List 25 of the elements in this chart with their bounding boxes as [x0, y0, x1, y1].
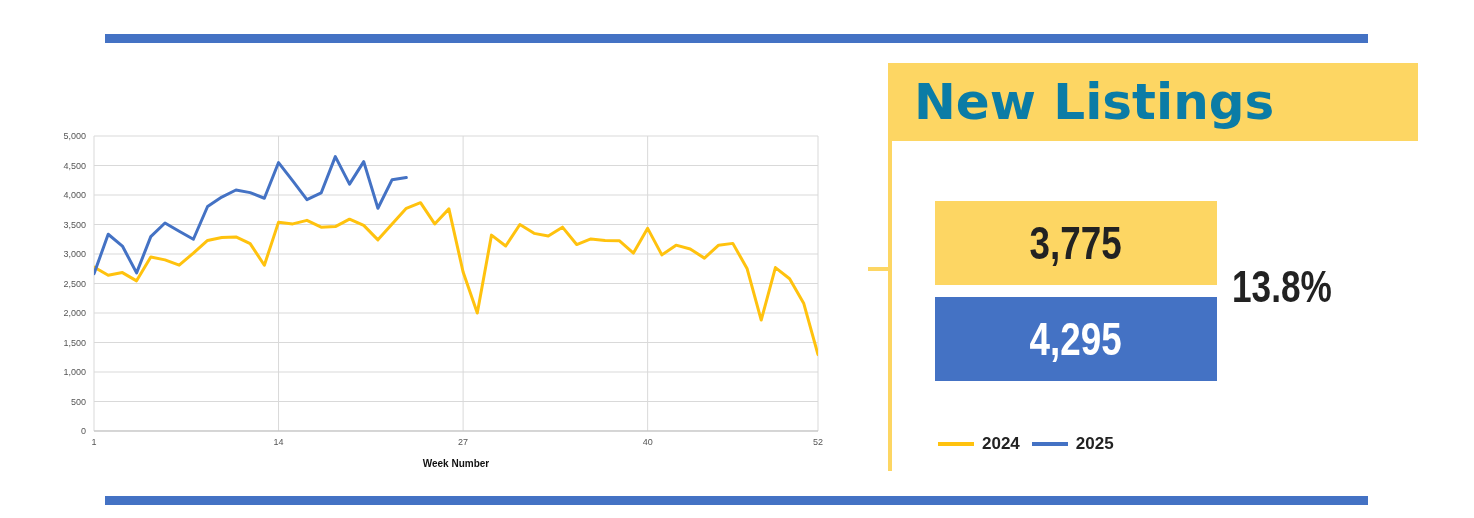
y-tick-label: 1,500 [63, 337, 86, 348]
y-tick-label: 0 [80, 426, 86, 437]
x-tick-label: 40 [642, 437, 653, 448]
text: 3,775 [1029, 216, 1123, 270]
y-tick-label: 2,500 [63, 278, 86, 289]
text: New Listings [914, 73, 1275, 131]
x-tick-label: 27 [458, 437, 469, 448]
y-tick-label: 3,500 [63, 219, 86, 230]
legend-label: 2024 [982, 434, 1020, 454]
y-tick-label: 5,000 [63, 131, 86, 142]
y-tick-label: 500 [70, 396, 86, 407]
legend-label: 2025 [1075, 434, 1114, 454]
y-tick-label: 4,500 [63, 160, 86, 171]
y-tick-label: 4,000 [63, 190, 86, 201]
text: 13.8% [1232, 262, 1332, 312]
x-axis-title: Week Number [422, 458, 490, 469]
line-series [94, 201, 818, 357]
y-tick-label: 2,000 [63, 308, 86, 319]
line-series [94, 155, 408, 276]
text: 4,295 [1029, 312, 1123, 366]
y-tick-label: 1,000 [63, 367, 86, 378]
x-tick-label: 1 [91, 437, 97, 448]
x-tick-label: 52 [812, 437, 824, 448]
x-tick-label: 14 [273, 437, 284, 448]
y-tick-label: 3,000 [63, 249, 86, 260]
